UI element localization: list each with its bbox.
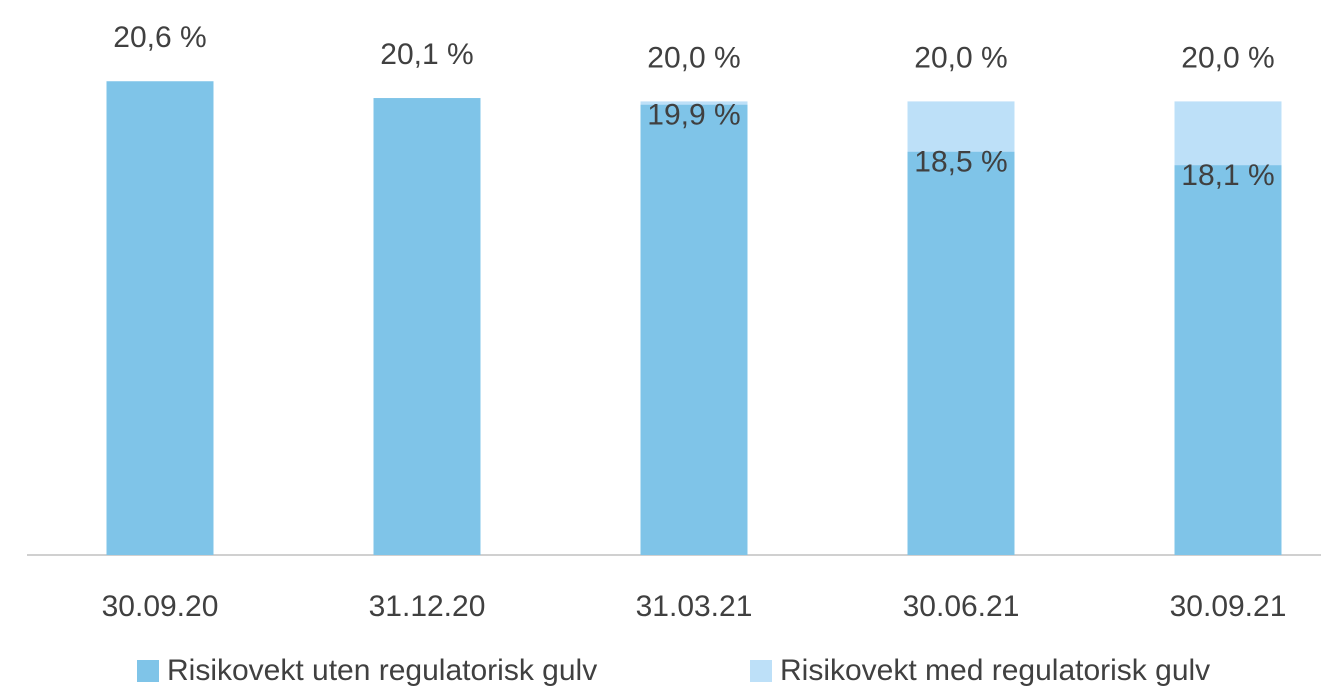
data-label: 20,0 % bbox=[914, 41, 1007, 74]
data-label: 20,1 % bbox=[380, 38, 473, 71]
legend-label: Risikovekt uten regulatorisk gulv bbox=[167, 654, 597, 687]
bar bbox=[640, 104, 748, 555]
bar bbox=[106, 81, 214, 556]
x-tick-label: 31.12.20 bbox=[369, 590, 486, 623]
bar bbox=[373, 98, 481, 555]
data-label: 18,1 % bbox=[1181, 159, 1274, 192]
data-label: 19,9 % bbox=[647, 99, 740, 132]
bar bbox=[1174, 165, 1282, 556]
legend-label: Risikovekt med regulatorisk gulv bbox=[780, 654, 1210, 687]
data-label: 20,0 % bbox=[1181, 41, 1274, 74]
data-label: 20,0 % bbox=[647, 41, 740, 74]
bar bbox=[907, 151, 1015, 556]
legend-swatch bbox=[137, 660, 159, 682]
x-tick-label: 30.06.21 bbox=[903, 590, 1020, 623]
x-tick-label: 30.09.21 bbox=[1170, 590, 1287, 623]
x-tick-label: 30.09.20 bbox=[102, 590, 219, 623]
data-label: 20,6 % bbox=[113, 21, 206, 54]
x-tick-label: 31.03.21 bbox=[636, 590, 753, 623]
data-label: 18,5 % bbox=[914, 146, 1007, 179]
legend-swatch bbox=[750, 660, 772, 682]
